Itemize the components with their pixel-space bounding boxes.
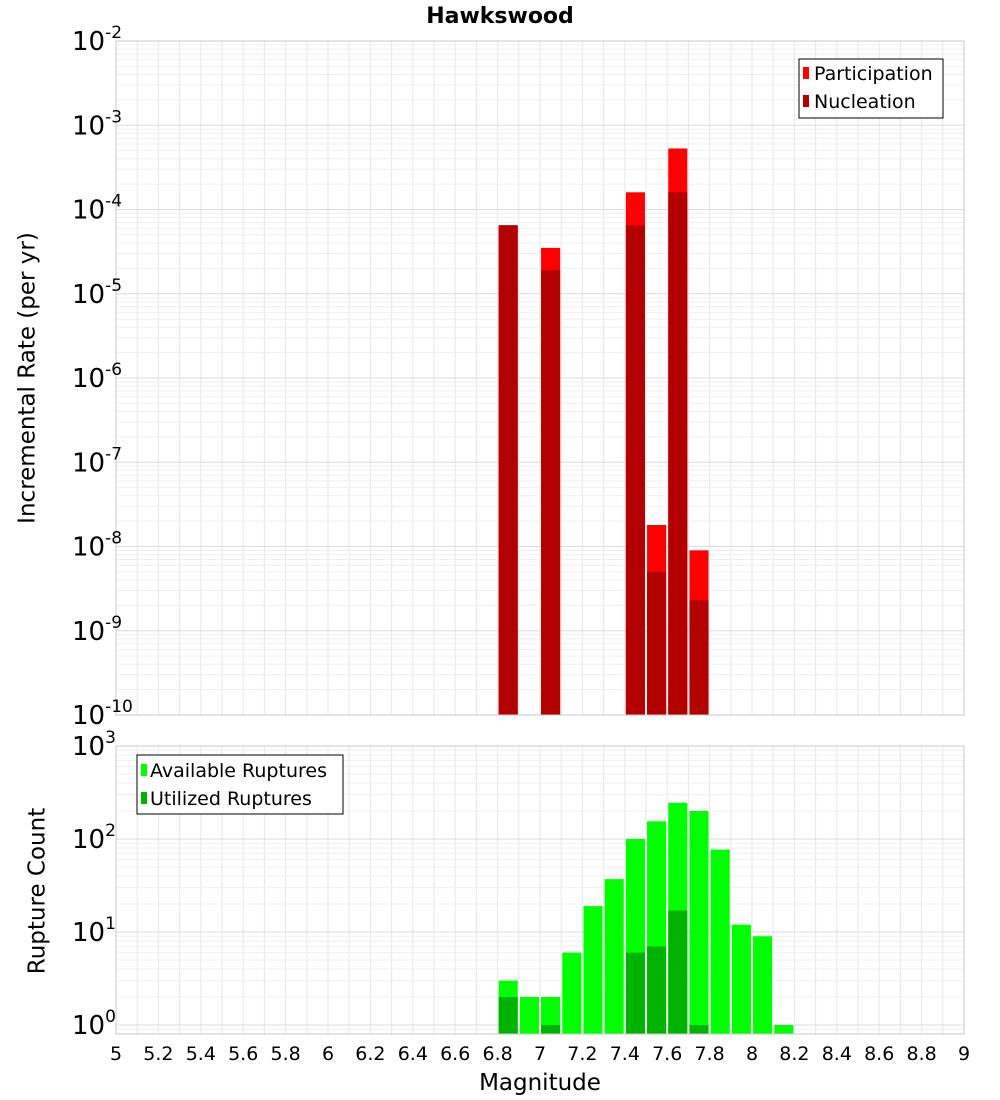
x-tick-label: 5.2 [143, 1043, 173, 1065]
count-y-axis-label: Rupture Count [25, 808, 51, 974]
x-tick-label: 7.6 [652, 1043, 682, 1065]
x-tick-label: 8.8 [906, 1043, 936, 1065]
available-ruptures-bar [753, 936, 773, 1034]
x-axis-label: Magnitude [479, 1070, 601, 1096]
x-tick-label: 9 [958, 1043, 970, 1065]
nucleation-bar [668, 192, 688, 716]
rate-y-tick-label: 10-7 [72, 444, 122, 478]
available-ruptures-bar [710, 849, 730, 1034]
x-tick-label: 7.2 [567, 1043, 597, 1065]
rate-plot-frame [115, 40, 965, 716]
rate-legend: Participation Nucleation [798, 58, 944, 119]
nucleation-legend-swatch [803, 95, 809, 107]
nucleation-legend-label: Nucleation [814, 91, 916, 113]
rate-legend-box [798, 58, 944, 119]
available-ruptures-bar [519, 996, 539, 1034]
count-bars [498, 802, 794, 1034]
nucleation-bar [498, 225, 518, 715]
available-ruptures-bar [689, 811, 709, 1034]
available-ruptures-bar [562, 952, 582, 1034]
participation-legend-swatch [803, 67, 809, 79]
x-tick-label: 6 [322, 1043, 334, 1065]
rate-y-tick-label: 10-8 [72, 529, 122, 563]
utilized-ruptures-bar [689, 1024, 709, 1034]
rate-y-tick-label: 10-6 [72, 360, 122, 394]
count-y-tick-label: 100 [72, 1007, 116, 1041]
utilized-legend-label: Utilized Ruptures [150, 788, 312, 810]
x-tick-label: 8.4 [822, 1043, 852, 1065]
utilized-ruptures-bar [668, 910, 688, 1034]
participation-legend-label: Participation [814, 63, 933, 85]
x-tick-label: 5.4 [186, 1043, 216, 1065]
count-legend-box [136, 754, 344, 815]
nucleation-bar [647, 571, 667, 715]
count-y-ticks: 100 101 102 103 [72, 728, 116, 1041]
x-tick-label: 8 [746, 1043, 758, 1065]
chart-title: Hawkswood [426, 4, 574, 29]
available-legend-label: Available Ruptures [150, 760, 327, 782]
available-ruptures-bar [604, 879, 624, 1034]
x-tick-label: 5.6 [228, 1043, 258, 1065]
available-legend-swatch [141, 764, 147, 776]
x-tick-label: 5.8 [270, 1043, 300, 1065]
rate-y-tick-label: 10-10 [72, 697, 133, 731]
count-plot-frame [115, 745, 965, 1035]
count-legend: Available Ruptures Utilized Ruptures [136, 754, 344, 815]
x-ticks: 5 5.2 5.4 5.6 5.8 6 6.2 6.4 6.6 6.8 7 7.2 7.4 7.6 7.8 8… [110, 1043, 970, 1065]
rate-bars [498, 148, 709, 716]
rate-grid [115, 41, 965, 716]
count-y-tick-label: 101 [72, 914, 116, 948]
available-ruptures-bar [583, 906, 603, 1034]
available-ruptures-bar [541, 996, 561, 1034]
x-tick-label: 7.8 [694, 1043, 724, 1065]
rate-y-tick-label: 10-2 [72, 23, 122, 57]
utilized-ruptures-bar [625, 952, 645, 1034]
count-panel: 100 101 102 103 Rupture Count Available Rup… [25, 728, 965, 1041]
utilized-ruptures-bar [647, 946, 667, 1034]
rate-y-tick-label: 10-5 [72, 276, 122, 310]
available-ruptures-bar [731, 924, 751, 1034]
count-y-tick-label: 102 [72, 821, 116, 855]
x-tick-label: 6.4 [398, 1043, 428, 1065]
x-tick-label: 6.2 [355, 1043, 385, 1065]
rate-panel: 10-10 10-9 10-8 10-7 10-6 10-5 10-4 10-3 10-2 In… [15, 23, 965, 731]
x-tick-label: 5 [110, 1043, 122, 1065]
count-y-tick-label: 103 [72, 728, 116, 762]
nucleation-bar [625, 225, 645, 715]
utilized-legend-swatch [141, 792, 147, 804]
rate-y-tick-label: 10-4 [72, 192, 122, 226]
x-tick-label: 7 [534, 1043, 546, 1065]
available-ruptures-bar [774, 1024, 794, 1034]
rate-y-ticks: 10-10 10-9 10-8 10-7 10-6 10-5 10-4 10-3 10-2 [72, 23, 133, 731]
rate-y-tick-label: 10-9 [72, 613, 122, 647]
x-tick-label: 6.8 [482, 1043, 512, 1065]
nucleation-bar [541, 270, 561, 715]
x-tick-label: 8.6 [864, 1043, 894, 1065]
nucleation-bar [689, 600, 709, 715]
rate-y-tick-label: 10-3 [72, 107, 122, 141]
utilized-ruptures-bar [541, 1024, 561, 1034]
rate-y-axis-label: Incremental Rate (per yr) [15, 232, 41, 524]
x-tick-label: 6.6 [440, 1043, 470, 1065]
x-tick-label: 7.4 [610, 1043, 640, 1065]
x-tick-label: 8.2 [779, 1043, 809, 1065]
utilized-ruptures-bar [498, 996, 518, 1034]
